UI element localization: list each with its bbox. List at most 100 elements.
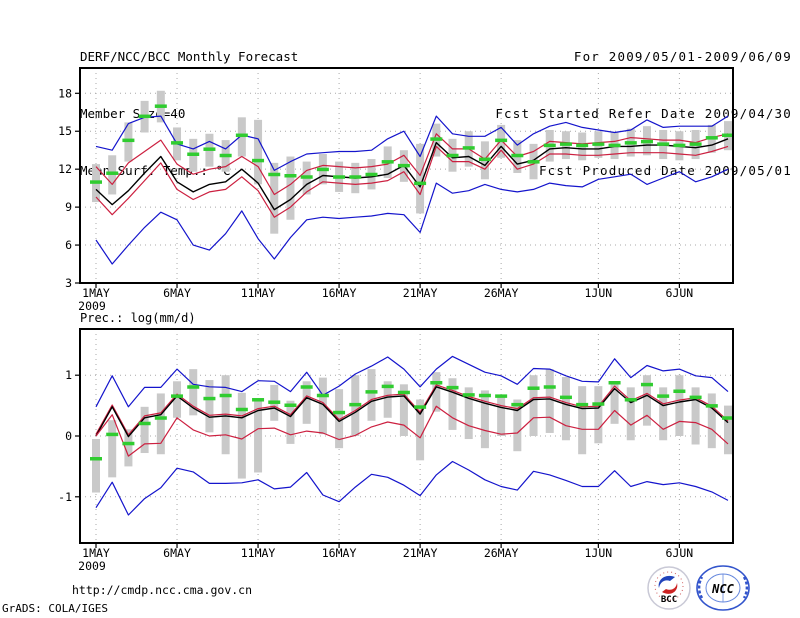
obs-dash: [333, 175, 346, 179]
y-tick-label: 0: [65, 429, 72, 443]
plot-border: [79, 67, 734, 284]
page-title: DERF/NCC/BCC Monthly Forecast: [80, 49, 299, 64]
ensemble-spread-bar: [497, 396, 506, 436]
median-line: [95, 386, 729, 438]
obs-dash: [381, 160, 394, 164]
obs-dash: [284, 403, 297, 407]
y-tick-label: 12: [58, 162, 72, 176]
y-tick-label: -1: [58, 490, 72, 504]
y-tick-label: 6: [65, 238, 72, 252]
x-tick-label: 6MAY: [163, 286, 191, 300]
obs-dash: [106, 171, 119, 175]
ensemble-spread-bar: [254, 400, 263, 473]
bcc-logo-ring: [647, 566, 691, 610]
obs-dash: [576, 143, 589, 148]
ensemble-spread-bar: [707, 393, 716, 449]
ensemble-spread-bar: [480, 390, 489, 449]
x-tick-label: 26MAY: [484, 546, 519, 560]
obs-dash: [657, 394, 670, 398]
obs-dash: [397, 163, 410, 168]
obs-dash: [657, 142, 670, 146]
obs-dash: [673, 389, 686, 394]
ensemble-spread-bar: [189, 369, 198, 416]
y-tick-label: 3: [65, 276, 72, 290]
y-tick-label: 15: [58, 124, 72, 138]
ensemble-spread-bar: [464, 387, 473, 440]
obs-dash: [154, 104, 167, 108]
obs-dash: [576, 402, 589, 407]
ensemble-spread-bar: [432, 372, 441, 412]
ensemble-spread-bar: [642, 375, 651, 426]
ensemble-spread-bar: [237, 392, 246, 479]
ensemble-spread-bar: [724, 405, 732, 455]
obs-dash: [284, 174, 297, 178]
ensemble-spread-bar: [335, 389, 344, 449]
ensemble-spread-bar: [448, 378, 457, 430]
obs-dash: [624, 141, 637, 145]
ensemble-spread-bar: [416, 399, 425, 461]
obs-dash: [235, 133, 248, 138]
obs-dash: [462, 393, 475, 397]
ncc-wreath-right: [742, 576, 749, 599]
x-tick-label: 11MAY: [241, 286, 276, 300]
obs-dash: [90, 456, 102, 461]
y-tick-label: 18: [58, 86, 72, 100]
obs-dash: [252, 158, 265, 163]
forecast-range-label: For 2009/05/01-2009/06/09: [573, 49, 792, 64]
x-tick-label: 6JUN: [666, 546, 694, 560]
obs-dash: [203, 396, 216, 401]
obs-dash: [640, 382, 653, 387]
obs-dash: [527, 160, 540, 164]
ncc-wreath-left: [697, 576, 704, 599]
upper-quartile-line: [95, 384, 729, 436]
obs-dash: [689, 395, 702, 400]
x-tick-label: 6JUN: [666, 286, 694, 300]
obs-dash: [203, 147, 216, 151]
obs-dash: [171, 141, 184, 145]
ensemble-spread-bar: [675, 375, 684, 436]
bcc-swirl-red: [662, 583, 678, 594]
obs-dash: [462, 146, 475, 150]
obs-dash: [511, 153, 524, 158]
prec-axis-title: Prec.: log(mm/d): [80, 311, 196, 325]
obs-dash: [219, 393, 232, 398]
x-tick-label: 16MAY: [322, 286, 357, 300]
obs-dash: [300, 175, 313, 179]
obs-dash: [365, 172, 378, 177]
obs-dash: [349, 175, 362, 179]
ensemble-spread-bar: [626, 387, 635, 441]
bcc-logo: BCC: [647, 566, 691, 610]
bcc-swirl-blue: [658, 575, 675, 588]
ensemble-spread-bar: [691, 387, 700, 445]
bcc-logo-text-ring: [654, 571, 684, 601]
ensemble-spread-bar: [124, 429, 133, 467]
median-line: [95, 138, 729, 211]
ensemble-spread-bar: [286, 156, 295, 220]
bcc-logo-text: BCC: [661, 595, 677, 605]
ensemble-max-line: [95, 355, 729, 408]
obs-dash: [414, 181, 427, 186]
obs-dash: [106, 432, 119, 437]
x-tick-label: 21MAY: [403, 546, 438, 560]
plot-border: [79, 328, 734, 544]
x-tick-label: 1JUN: [585, 286, 613, 300]
obs-dash: [495, 394, 508, 398]
obs-dash: [333, 410, 346, 415]
ensemble-spread-bar: [578, 386, 587, 455]
obs-dash: [122, 138, 135, 143]
x-tick-label: 16MAY: [322, 546, 357, 560]
obs-dash: [722, 133, 734, 138]
obs-dash: [90, 180, 102, 184]
source-url: http://cmdp.ncc.cma.gov.cn: [72, 583, 253, 597]
x-tick-label: 11MAY: [241, 546, 276, 560]
obs-dash: [446, 153, 459, 158]
obs-dash: [592, 402, 605, 406]
ensemble-spread-bar: [529, 375, 538, 436]
obs-dash: [235, 407, 248, 412]
obs-dash: [381, 384, 394, 389]
obs-dash: [122, 441, 135, 446]
ensemble-spread-bar: [367, 369, 376, 421]
obs-dash: [608, 143, 621, 148]
obs-dash: [252, 398, 265, 402]
